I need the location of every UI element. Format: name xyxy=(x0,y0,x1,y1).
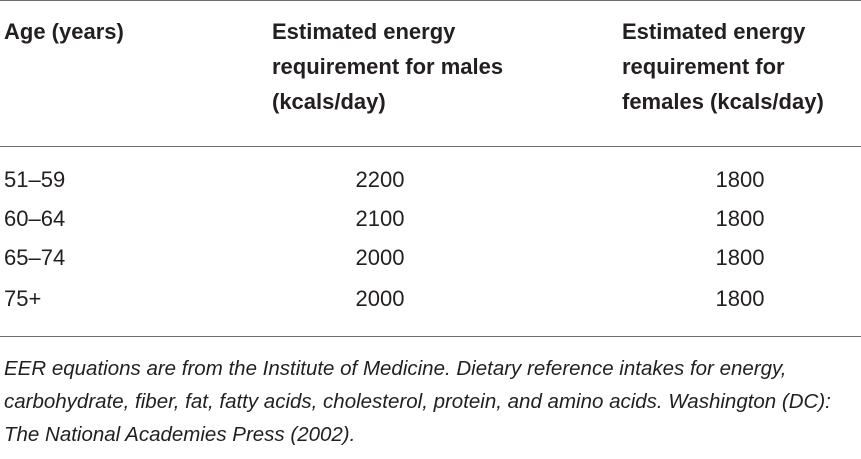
cell-age: 65–74 xyxy=(4,245,66,270)
cell-males: 2100 xyxy=(355,206,405,231)
cell-males: 2000 xyxy=(355,286,405,311)
cell-age: 60–64 xyxy=(4,206,66,231)
table-row: 51–59 2200 1800 xyxy=(0,160,861,200)
header-females: Estimated energy requirement for females… xyxy=(622,19,824,114)
cell-age: 75+ xyxy=(4,286,42,311)
header-rule xyxy=(0,146,861,147)
table-row: 60–64 2100 1800 xyxy=(0,199,861,239)
table-footnote: EER equations are from the Institute of … xyxy=(4,357,831,446)
cell-females: 1800 xyxy=(715,286,765,311)
cell-males: 2000 xyxy=(355,245,405,270)
table-row: 65–74 2000 1800 xyxy=(0,238,861,278)
table-row: 75+ 2000 1800 xyxy=(0,279,861,319)
table-top-rule xyxy=(0,0,861,1)
header-age: Age (years) xyxy=(4,19,124,44)
header-males: Estimated energy requirement for males (… xyxy=(272,19,504,114)
cell-females: 1800 xyxy=(715,167,765,192)
cell-females: 1800 xyxy=(715,245,765,270)
cell-age: 51–59 xyxy=(4,167,66,192)
table-bottom-rule xyxy=(0,336,861,337)
cell-males: 2200 xyxy=(355,167,405,192)
cell-females: 1800 xyxy=(715,206,765,231)
